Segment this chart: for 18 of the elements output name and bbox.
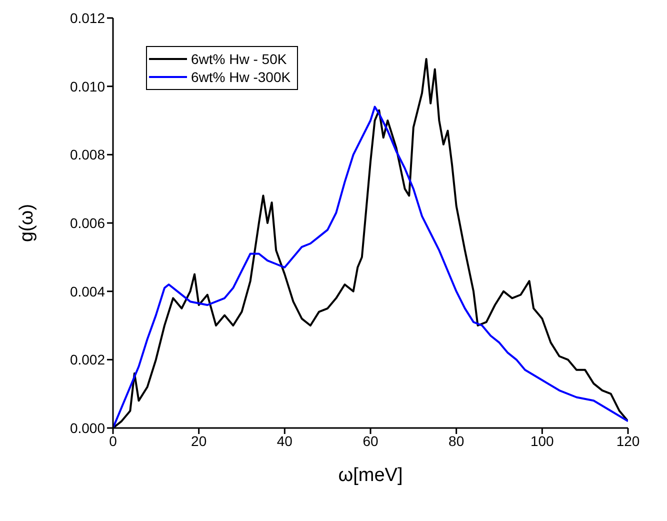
x-tick-label: 60 (362, 432, 378, 449)
y-tick-label: 0.004 (70, 283, 106, 300)
x-axis-title: ω[meV] (338, 465, 403, 486)
y-tick-label: 0.002 (70, 352, 106, 368)
x-tick-label: 120 (616, 432, 640, 449)
y-tick-label: 0.010 (70, 78, 106, 94)
y-tick-label: 0.000 (70, 420, 106, 436)
y-tick-label: 0.006 (70, 214, 106, 231)
x-tick-label: 100 (530, 432, 554, 449)
y-tick-label: 0.012 (70, 10, 106, 26)
x-tick-label: 0 (109, 432, 118, 449)
y-tick-label: 0.008 (70, 146, 106, 163)
x-tick-label: 80 (448, 432, 464, 449)
legend-label: 6wt% Hw - 50K (191, 50, 287, 68)
x-tick-label: 20 (191, 432, 207, 449)
y-axis-title: g(ω) (16, 204, 38, 242)
x-tick-label: 40 (276, 432, 293, 449)
legend-label: 6wt% Hw -300K (191, 68, 291, 86)
